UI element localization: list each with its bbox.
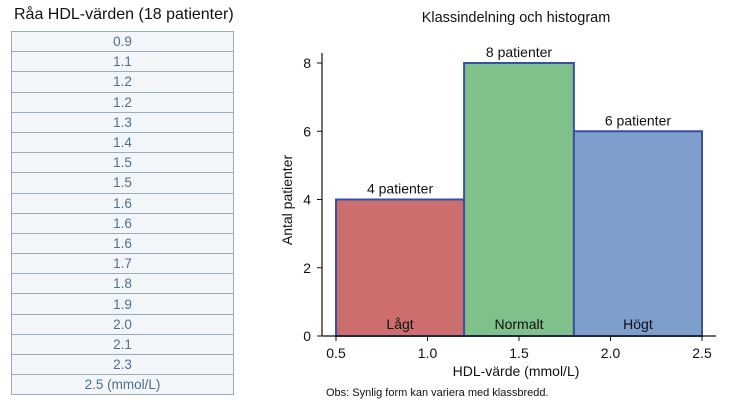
- raw-value-cell: 1.1: [11, 51, 234, 73]
- raw-value-cell: 1.6: [11, 232, 234, 255]
- raw-value-cell: 1.5: [11, 172, 234, 194]
- raw-value-cell: 2.0: [11, 313, 234, 335]
- raw-value-row: 1.5: [11, 152, 234, 174]
- y-tick-label: 6: [303, 123, 311, 139]
- y-tick-label: 8: [303, 55, 311, 71]
- bar-count-label: 6 patienter: [605, 112, 671, 128]
- raw-value-cell: 1.7: [11, 253, 234, 275]
- bar-count-label: 4 patienter: [367, 181, 433, 197]
- histogram-bar: [572, 130, 704, 337]
- histogram-bars: 4 patienter Lågt 8 patienter Normalt 6 patie…: [335, 44, 704, 337]
- raw-value-row: 1.6: [11, 192, 234, 214]
- x-tick-label: 2.5: [692, 345, 712, 361]
- y-tick-label: 0: [303, 328, 311, 344]
- raw-value-cell: 2.5 (mmol/L): [11, 374, 234, 396]
- raw-value-row: 1.5: [11, 172, 234, 194]
- y-tick-label: 4: [303, 192, 311, 208]
- raw-value-cell: 1.2: [11, 71, 234, 93]
- bar-class-label: Högt: [623, 316, 653, 332]
- raw-value-row: 1.7: [11, 253, 234, 275]
- raw-value-row: 1.3: [11, 111, 234, 133]
- raw-value-row: 1.1: [11, 51, 234, 73]
- raw-values-table: 0.9 1.1 1.2 1.2 1.3 1.4 1.5 1.5 1.6 1.6 1.6 1.7 1.8 1…: [11, 30, 234, 396]
- x-tick-label: 1.0: [418, 345, 438, 361]
- raw-value-cell: 1.5: [11, 152, 234, 174]
- y-axis-title: Antal patienter: [279, 155, 295, 246]
- x-tick-label: 2.0: [601, 345, 621, 361]
- chart-axes: 0.5 1.0 1.5 2.0 2.5 0 2 4 6 8: [303, 53, 716, 361]
- histogram-bar: [463, 62, 575, 337]
- raw-value-cell: 2.3: [11, 353, 234, 376]
- raw-value-row: 1.2: [11, 71, 234, 93]
- chart-note: Obs: Synlig form kan variera med klassbr…: [326, 387, 549, 399]
- raw-value-row: 1.6: [11, 232, 234, 255]
- raw-value-row: 2.0: [11, 313, 234, 335]
- raw-value-row: 0.9: [11, 30, 234, 53]
- raw-value-row: 1.8: [11, 273, 234, 295]
- bar-class-label: Lågt: [386, 316, 413, 332]
- raw-value-row: 1.4: [11, 131, 234, 154]
- raw-value-cell: 1.8: [11, 273, 234, 295]
- x-tick-label: 1.5: [509, 345, 529, 361]
- raw-values-title: Råa HDL-värden (18 patienter): [14, 6, 234, 23]
- y-tick-label: 2: [303, 260, 311, 276]
- raw-value-cell: 1.4: [11, 131, 234, 154]
- raw-value-cell: 1.6: [11, 192, 234, 214]
- raw-value-cell: 0.9: [11, 30, 234, 53]
- x-axis-title: HDL-värde (mmol/L): [453, 363, 580, 379]
- raw-value-cell: 1.3: [11, 111, 234, 133]
- raw-value-row: 2.3: [11, 353, 234, 376]
- bar-class-label: Normalt: [494, 316, 543, 332]
- chart-title: Klassindelning och histogram: [422, 10, 611, 26]
- bar-count-label: 8 patienter: [486, 44, 552, 60]
- x-tick-label: 0.5: [326, 345, 346, 361]
- raw-value-row: 2.5 (mmol/L): [11, 374, 234, 396]
